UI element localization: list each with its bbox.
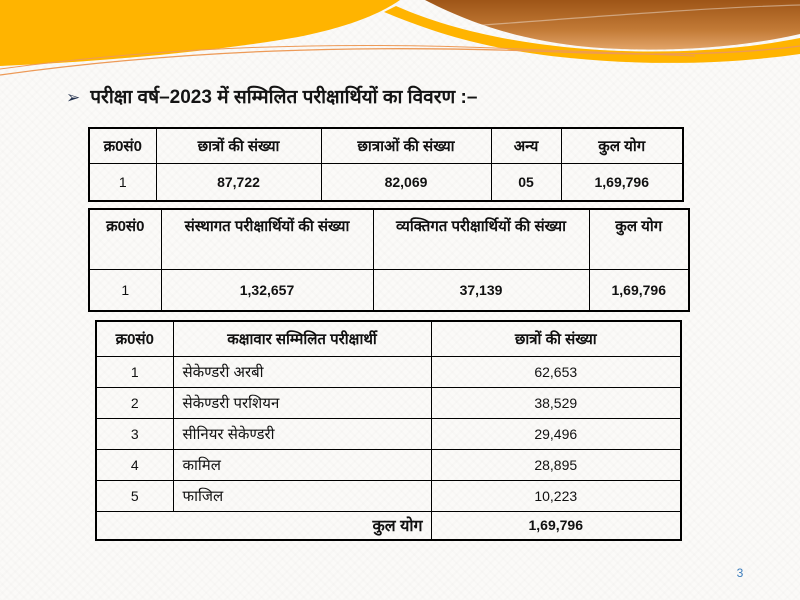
table-row: 4 कामिल 28,895: [95, 448, 682, 481]
table-header-row: क्र0सं0 कक्षावार सम्मिलित परीक्षार्थी छा…: [95, 320, 682, 357]
value-cell: 1,32,657: [160, 268, 374, 312]
value-cell: 82,069: [320, 162, 492, 202]
table-row: 1 सेकेण्डरी अरबी 62,653: [95, 355, 682, 388]
page-number: 3: [736, 566, 744, 580]
value-cell: 87,722: [155, 162, 322, 202]
serial-cell: 4: [95, 448, 174, 481]
class-name-cell: कामिल: [172, 448, 432, 481]
header-cell: संस्थागत परीक्षार्थियों की संख्या: [160, 208, 374, 270]
table-row: 5 फाजिल 10,223: [95, 479, 682, 512]
table-row: 1 1,32,657 37,139 1,69,796: [88, 268, 690, 312]
serial-cell: 3: [95, 417, 174, 450]
header-cell: कुल योग: [588, 208, 690, 270]
value-cell: 10,223: [430, 479, 682, 512]
class-name-cell: सीनियर सेकेण्डरी: [172, 417, 432, 450]
class-name-cell: सेकेण्डरी अरबी: [172, 355, 432, 388]
total-value-cell: 1,69,796: [430, 510, 682, 541]
thin-orange-line-2: [0, 44, 696, 70]
value-cell: 29,496: [430, 417, 682, 450]
slide-title: ➢ परीक्षा वर्ष–2023 में सम्मिलित परीक्षा…: [66, 84, 776, 112]
header-cell: व्यक्तिगत परीक्षार्थियों की संख्या: [372, 208, 590, 270]
value-cell: 05: [490, 162, 562, 202]
header-cell: क्र0सं0: [95, 320, 174, 357]
header-cell: छात्रों की संख्या: [430, 320, 682, 357]
table-examinees-by-type: क्र0सं0 संस्थागत परीक्षार्थियों की संख्य…: [88, 208, 690, 312]
header-cell: छात्राओं की संख्या: [320, 127, 492, 164]
header-cell: क्र0सं0: [88, 127, 157, 164]
brown-highlight-streak: [439, 4, 800, 29]
serial-cell: 1: [95, 355, 174, 388]
thin-orange-line-1: [0, 45, 800, 76]
value-cell: 37,139: [372, 268, 590, 312]
header-cell: क्र0सं0: [88, 208, 162, 270]
table-row: 2 सेकेण्डरी परशियन 38,529: [95, 386, 682, 419]
table-examinees-by-gender: क्र0सं0 छात्रों की संख्या छात्राओं की सं…: [88, 127, 684, 202]
top-wave-decoration: [0, 0, 800, 76]
class-name-cell: सेकेण्डरी परशियन: [172, 386, 432, 419]
slide-title-text: परीक्षा वर्ष–2023 में सम्मिलित परीक्षार्…: [90, 87, 478, 108]
serial-cell: 1: [88, 162, 157, 202]
value-cell: 1,69,796: [560, 162, 684, 202]
class-name-cell: फाजिल: [172, 479, 432, 512]
table-header-row: क्र0सं0 संस्थागत परीक्षार्थियों की संख्य…: [88, 208, 690, 270]
yellow-wave-left: [0, 0, 400, 66]
value-cell: 38,529: [430, 386, 682, 419]
brown-wave-shape: [425, 0, 800, 50]
table-row: 3 सीनियर सेकेण्डरी 29,496: [95, 417, 682, 450]
arrow-bullet-icon: ➢: [66, 88, 81, 107]
table-row: 1 87,722 82,069 05 1,69,796: [88, 162, 684, 202]
value-cell: 28,895: [430, 448, 682, 481]
header-cell: कुल योग: [560, 127, 684, 164]
table-total-row: कुल योग 1,69,796: [95, 510, 682, 541]
value-cell: 1,69,796: [588, 268, 690, 312]
table-header-row: क्र0सं0 छात्रों की संख्या छात्राओं की सं…: [88, 127, 684, 164]
serial-cell: 5: [95, 479, 174, 512]
value-cell: 62,653: [430, 355, 682, 388]
header-cell: कक्षावार सम्मिलित परीक्षार्थी: [172, 320, 432, 357]
table-examinees-by-class: क्र0सं0 कक्षावार सम्मिलित परीक्षार्थी छा…: [95, 320, 682, 541]
serial-cell: 2: [95, 386, 174, 419]
serial-cell: 1: [88, 268, 162, 312]
header-cell: अन्य: [490, 127, 562, 164]
header-cell: छात्रों की संख्या: [155, 127, 322, 164]
total-label-cell: कुल योग: [95, 510, 432, 541]
